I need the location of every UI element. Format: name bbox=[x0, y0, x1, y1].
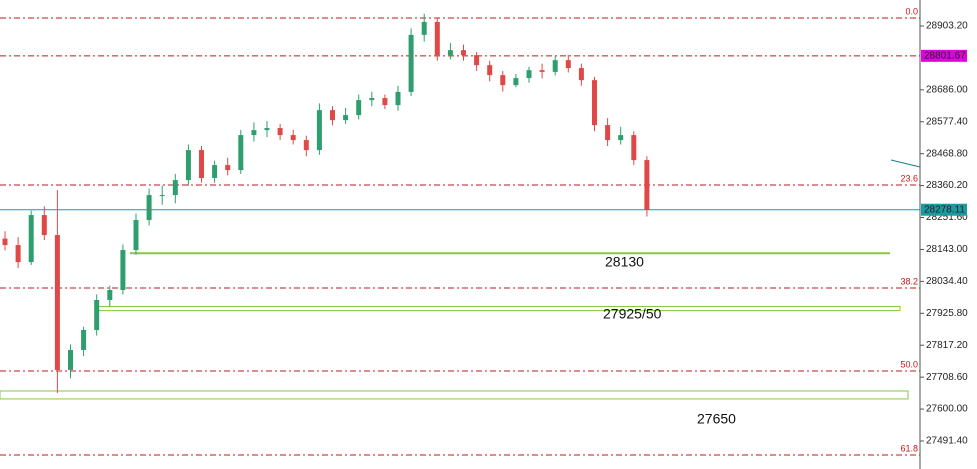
candle-body bbox=[225, 165, 231, 171]
fib-label: 0.0 bbox=[905, 6, 918, 16]
zone-box bbox=[0, 390, 909, 400]
candle-body bbox=[356, 100, 362, 116]
y-tick-label: 27817.20 bbox=[926, 340, 968, 351]
candle-body bbox=[500, 75, 506, 86]
candle-body bbox=[395, 91, 401, 106]
y-tick-label: 28143.00 bbox=[926, 244, 968, 255]
y-tick-label: 27600.00 bbox=[926, 404, 968, 415]
candle-body bbox=[605, 125, 611, 141]
candle-body bbox=[107, 290, 113, 301]
y-tick-label: 28903.20 bbox=[926, 21, 968, 32]
y-tick-label: 28577.40 bbox=[926, 116, 968, 127]
y-tick-label: 27708.60 bbox=[926, 372, 968, 383]
candle-body bbox=[526, 70, 532, 79]
candle-body bbox=[592, 80, 597, 126]
candle-body bbox=[212, 165, 218, 179]
candle-body bbox=[81, 329, 87, 350]
y-tick-label: 28686.00 bbox=[926, 84, 968, 95]
candle-body bbox=[15, 245, 21, 263]
candle-body bbox=[408, 34, 414, 92]
candle-body bbox=[199, 150, 204, 179]
candle-body bbox=[185, 150, 191, 181]
fib-label: 23.6 bbox=[900, 173, 918, 183]
candle-body bbox=[146, 195, 152, 221]
y-tick-label: 27491.40 bbox=[926, 436, 968, 447]
candle-body bbox=[94, 300, 100, 330]
candle-body bbox=[28, 215, 34, 263]
candle-body bbox=[382, 98, 388, 106]
candle-body bbox=[172, 180, 178, 196]
y-tick-label: 27925.80 bbox=[926, 308, 968, 319]
candle-body bbox=[421, 21, 427, 35]
y-tick-label: 28034.40 bbox=[926, 276, 968, 287]
y-tick-label: 28360.20 bbox=[926, 180, 968, 191]
candle-body bbox=[618, 135, 624, 141]
candle-body bbox=[68, 349, 73, 370]
candle-body bbox=[539, 70, 545, 72]
candle-body bbox=[251, 130, 257, 136]
candle-body bbox=[513, 78, 519, 86]
candle-body bbox=[565, 60, 571, 69]
candle-body bbox=[133, 220, 139, 251]
price-tag-label: 28801.67 bbox=[924, 50, 966, 61]
candle-body bbox=[303, 140, 309, 151]
price-tag-label: 28278.11 bbox=[924, 204, 965, 215]
candle-body bbox=[447, 50, 453, 56]
candle-body bbox=[578, 68, 584, 81]
candle-body bbox=[54, 235, 60, 370]
zone-label: 28130 bbox=[605, 254, 644, 270]
candle-body bbox=[2, 238, 8, 246]
candle-body bbox=[41, 215, 47, 236]
candle-body bbox=[159, 195, 165, 197]
fib-label: 38.2 bbox=[900, 276, 918, 286]
trend-line bbox=[890, 159, 921, 168]
candle-body bbox=[290, 135, 296, 141]
zone-label: 27650 bbox=[697, 411, 736, 427]
candle-body bbox=[238, 135, 244, 171]
candle-body bbox=[316, 110, 322, 151]
candle-body bbox=[277, 128, 283, 136]
price-tag bbox=[921, 203, 967, 216]
zone-label: 27925/50 bbox=[603, 306, 662, 322]
fib-label: 61.8 bbox=[900, 443, 918, 453]
candle-body bbox=[369, 98, 375, 101]
candle-body bbox=[644, 160, 650, 210]
candle-body bbox=[120, 250, 126, 291]
fib-label: 50.0 bbox=[900, 359, 918, 369]
y-tick-label: 28468.80 bbox=[926, 148, 968, 159]
y-tick-label: 28251.60 bbox=[926, 212, 968, 223]
candle-body bbox=[474, 55, 480, 66]
candle-body bbox=[434, 21, 440, 56]
candle-body bbox=[330, 110, 335, 121]
candle-body bbox=[487, 65, 493, 76]
candle-body bbox=[461, 50, 466, 56]
price-tag bbox=[921, 49, 967, 62]
candle-body bbox=[552, 60, 558, 72]
candle-body bbox=[343, 115, 349, 121]
candle-body bbox=[264, 128, 270, 131]
candle-body bbox=[631, 135, 637, 161]
